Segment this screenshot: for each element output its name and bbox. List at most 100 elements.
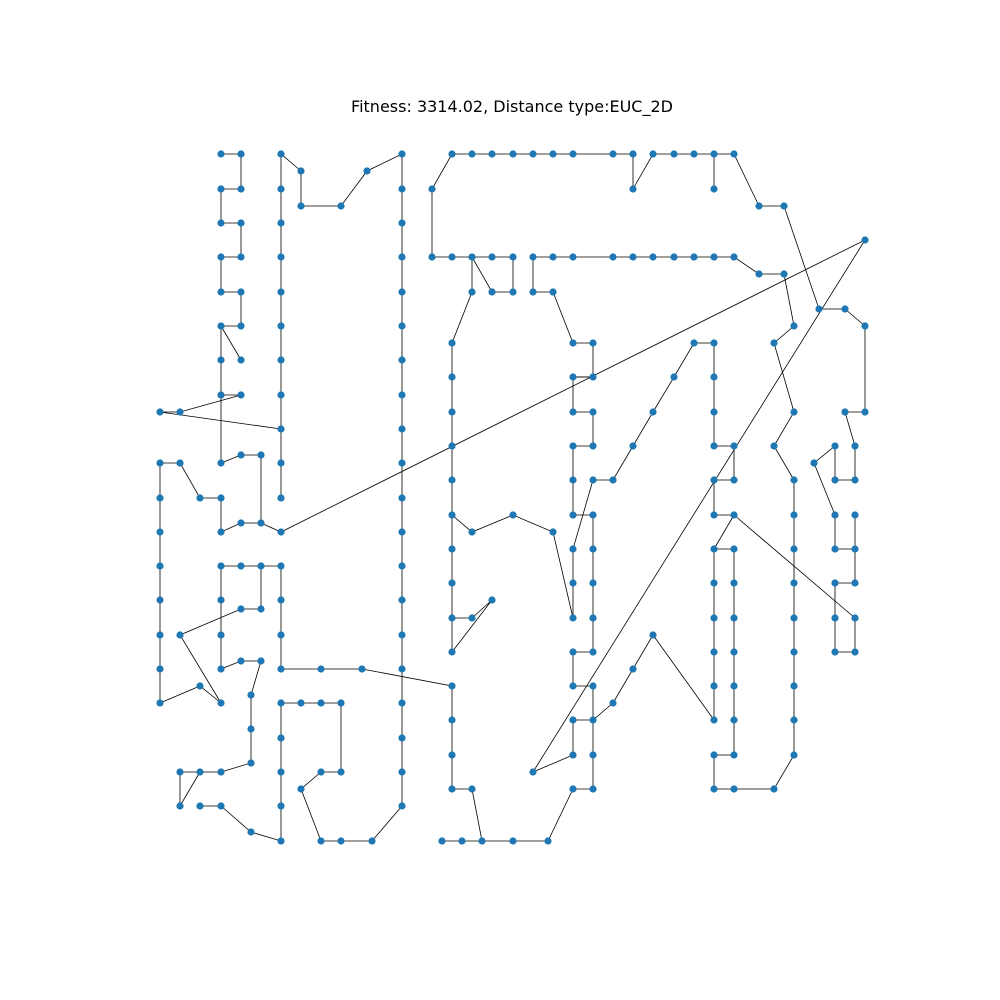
city-node bbox=[529, 150, 537, 158]
city-node bbox=[488, 596, 496, 604]
city-node bbox=[730, 716, 738, 724]
city-node bbox=[156, 408, 164, 416]
city-node bbox=[569, 511, 577, 519]
city-node bbox=[448, 682, 456, 690]
city-node bbox=[810, 459, 818, 467]
city-node bbox=[317, 699, 325, 707]
city-node bbox=[851, 442, 859, 450]
city-node bbox=[448, 253, 456, 261]
city-node bbox=[438, 837, 446, 845]
city-node bbox=[317, 837, 325, 845]
city-node bbox=[478, 837, 486, 845]
city-node bbox=[629, 185, 637, 193]
city-node bbox=[277, 185, 285, 193]
city-node bbox=[710, 339, 718, 347]
city-node bbox=[277, 596, 285, 604]
city-node bbox=[277, 425, 285, 433]
city-node bbox=[710, 648, 718, 656]
city-node bbox=[277, 699, 285, 707]
city-node bbox=[257, 605, 265, 613]
city-node bbox=[544, 837, 552, 845]
city-node bbox=[589, 373, 597, 381]
city-node bbox=[237, 657, 245, 665]
city-node bbox=[851, 511, 859, 519]
city-node bbox=[277, 150, 285, 158]
city-node bbox=[790, 511, 798, 519]
city-node bbox=[831, 476, 839, 484]
city-node bbox=[629, 150, 637, 158]
city-node bbox=[629, 442, 637, 450]
city-node bbox=[217, 459, 225, 467]
city-node bbox=[589, 751, 597, 759]
city-node bbox=[468, 253, 476, 261]
city-node bbox=[196, 494, 204, 502]
city-node bbox=[277, 734, 285, 742]
city-node bbox=[398, 631, 406, 639]
city-node bbox=[398, 425, 406, 433]
city-node bbox=[589, 511, 597, 519]
city-node bbox=[196, 768, 204, 776]
city-node bbox=[730, 785, 738, 793]
city-node bbox=[730, 150, 738, 158]
city-node bbox=[790, 545, 798, 553]
city-node bbox=[569, 579, 577, 587]
city-node bbox=[448, 373, 456, 381]
city-node bbox=[448, 408, 456, 416]
city-node bbox=[730, 253, 738, 261]
city-node bbox=[277, 356, 285, 364]
city-node bbox=[549, 288, 557, 296]
tour-path-segment-3 bbox=[200, 153, 403, 842]
city-node bbox=[569, 648, 577, 656]
city-node bbox=[156, 596, 164, 604]
city-node bbox=[468, 614, 476, 622]
city-node bbox=[297, 699, 305, 707]
city-node bbox=[710, 785, 718, 793]
city-node bbox=[710, 185, 718, 193]
city-node bbox=[670, 373, 678, 381]
city-node bbox=[448, 511, 456, 519]
city-node bbox=[770, 785, 778, 793]
city-node bbox=[398, 219, 406, 227]
city-node bbox=[363, 167, 371, 175]
city-node bbox=[277, 253, 285, 261]
city-node bbox=[237, 391, 245, 399]
city-node bbox=[770, 442, 778, 450]
city-node bbox=[156, 528, 164, 536]
city-node bbox=[790, 716, 798, 724]
city-node bbox=[509, 511, 517, 519]
city-node bbox=[398, 185, 406, 193]
tour-path-segment-0 bbox=[160, 153, 242, 413]
city-node bbox=[277, 528, 285, 536]
city-node bbox=[569, 408, 577, 416]
city-node bbox=[217, 802, 225, 810]
city-node bbox=[670, 253, 678, 261]
city-node bbox=[358, 665, 366, 673]
city-node bbox=[649, 631, 657, 639]
city-node bbox=[468, 528, 476, 536]
tour-path-segment-12 bbox=[713, 514, 735, 550]
city-node bbox=[217, 562, 225, 570]
city-node bbox=[488, 288, 496, 296]
city-node bbox=[609, 476, 617, 484]
city-node bbox=[277, 219, 285, 227]
city-node bbox=[156, 699, 164, 707]
city-node bbox=[629, 253, 637, 261]
city-node bbox=[217, 699, 225, 707]
city-node bbox=[569, 442, 577, 450]
city-node bbox=[831, 545, 839, 553]
city-node bbox=[428, 253, 436, 261]
city-node bbox=[529, 253, 537, 261]
city-node bbox=[237, 356, 245, 364]
city-node bbox=[569, 150, 577, 158]
city-node bbox=[589, 442, 597, 450]
city-node bbox=[649, 253, 657, 261]
city-node bbox=[217, 494, 225, 502]
city-node bbox=[730, 545, 738, 553]
city-node bbox=[710, 253, 718, 261]
city-node bbox=[156, 562, 164, 570]
city-node bbox=[609, 150, 617, 158]
city-node bbox=[609, 253, 617, 261]
city-node bbox=[841, 305, 849, 313]
city-node bbox=[790, 322, 798, 330]
tour-path-segment-5 bbox=[260, 239, 867, 842]
